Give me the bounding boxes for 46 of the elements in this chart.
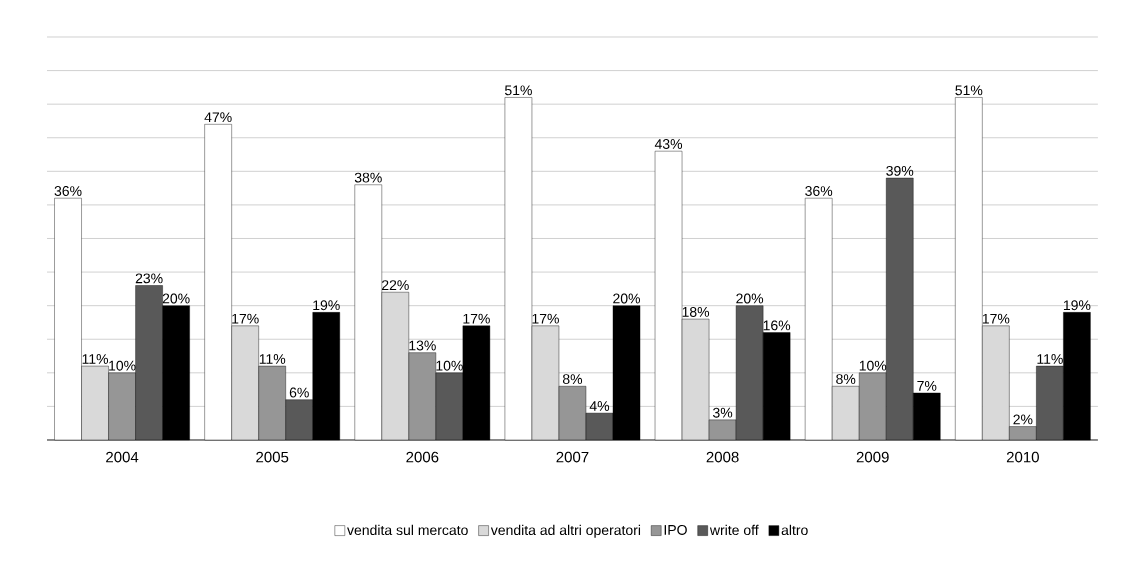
data-label: 6% — [289, 387, 309, 398]
data-label: 11% — [82, 354, 109, 364]
data-label: 20% — [162, 293, 190, 304]
data-label: 11% — [259, 354, 286, 364]
data-label: 10% — [436, 360, 463, 371]
data-label: 38% — [354, 172, 382, 183]
data-label: 17% — [982, 313, 1010, 324]
data-label: 36% — [805, 186, 833, 196]
data-label: 36% — [54, 186, 82, 196]
data-label: 22% — [382, 280, 409, 291]
data-label: 20% — [613, 293, 641, 304]
x-tick-label: 2004 — [106, 451, 139, 463]
legend-label: altro — [781, 524, 808, 536]
data-label: 10% — [109, 360, 136, 371]
data-label: 51% — [955, 85, 983, 96]
legend-label: write off — [709, 524, 759, 536]
legend-label: vendita ad altri operatori — [490, 524, 641, 538]
x-tick-label: 2005 — [256, 451, 289, 463]
legend-label: IPO — [664, 524, 687, 535]
data-label: 18% — [682, 306, 710, 317]
data-label: 8% — [836, 374, 856, 385]
data-label: 17% — [463, 313, 490, 324]
data-label: 23% — [135, 273, 163, 284]
x-tick-label: 2010 — [1006, 451, 1039, 463]
data-label: 51% — [504, 85, 532, 96]
data-label: 19% — [1063, 300, 1091, 311]
data-label: 39% — [886, 165, 914, 176]
data-label: 43% — [654, 139, 683, 149]
data-label: 8% — [562, 374, 583, 385]
x-tick-label: 2006 — [406, 451, 439, 463]
legend-label: vendita sul mercato — [347, 524, 468, 536]
data-label: 7% — [917, 380, 937, 391]
data-label: 3% — [713, 407, 733, 418]
x-tick-label: 2008 — [706, 451, 739, 463]
x-tick-label: 2007 — [556, 451, 589, 463]
data-label: 16% — [763, 320, 791, 331]
data-label: 47% — [204, 112, 232, 123]
data-label: 11% — [1037, 354, 1063, 364]
data-label: 2% — [1013, 414, 1033, 425]
x-tick-label: 2009 — [856, 451, 889, 463]
data-label: 13% — [409, 340, 436, 351]
data-label: 20% — [736, 293, 764, 304]
data-label: 4% — [589, 401, 610, 411]
data-label: 17% — [232, 313, 259, 324]
data-label: 19% — [313, 300, 340, 311]
data-label: 17% — [532, 313, 559, 324]
